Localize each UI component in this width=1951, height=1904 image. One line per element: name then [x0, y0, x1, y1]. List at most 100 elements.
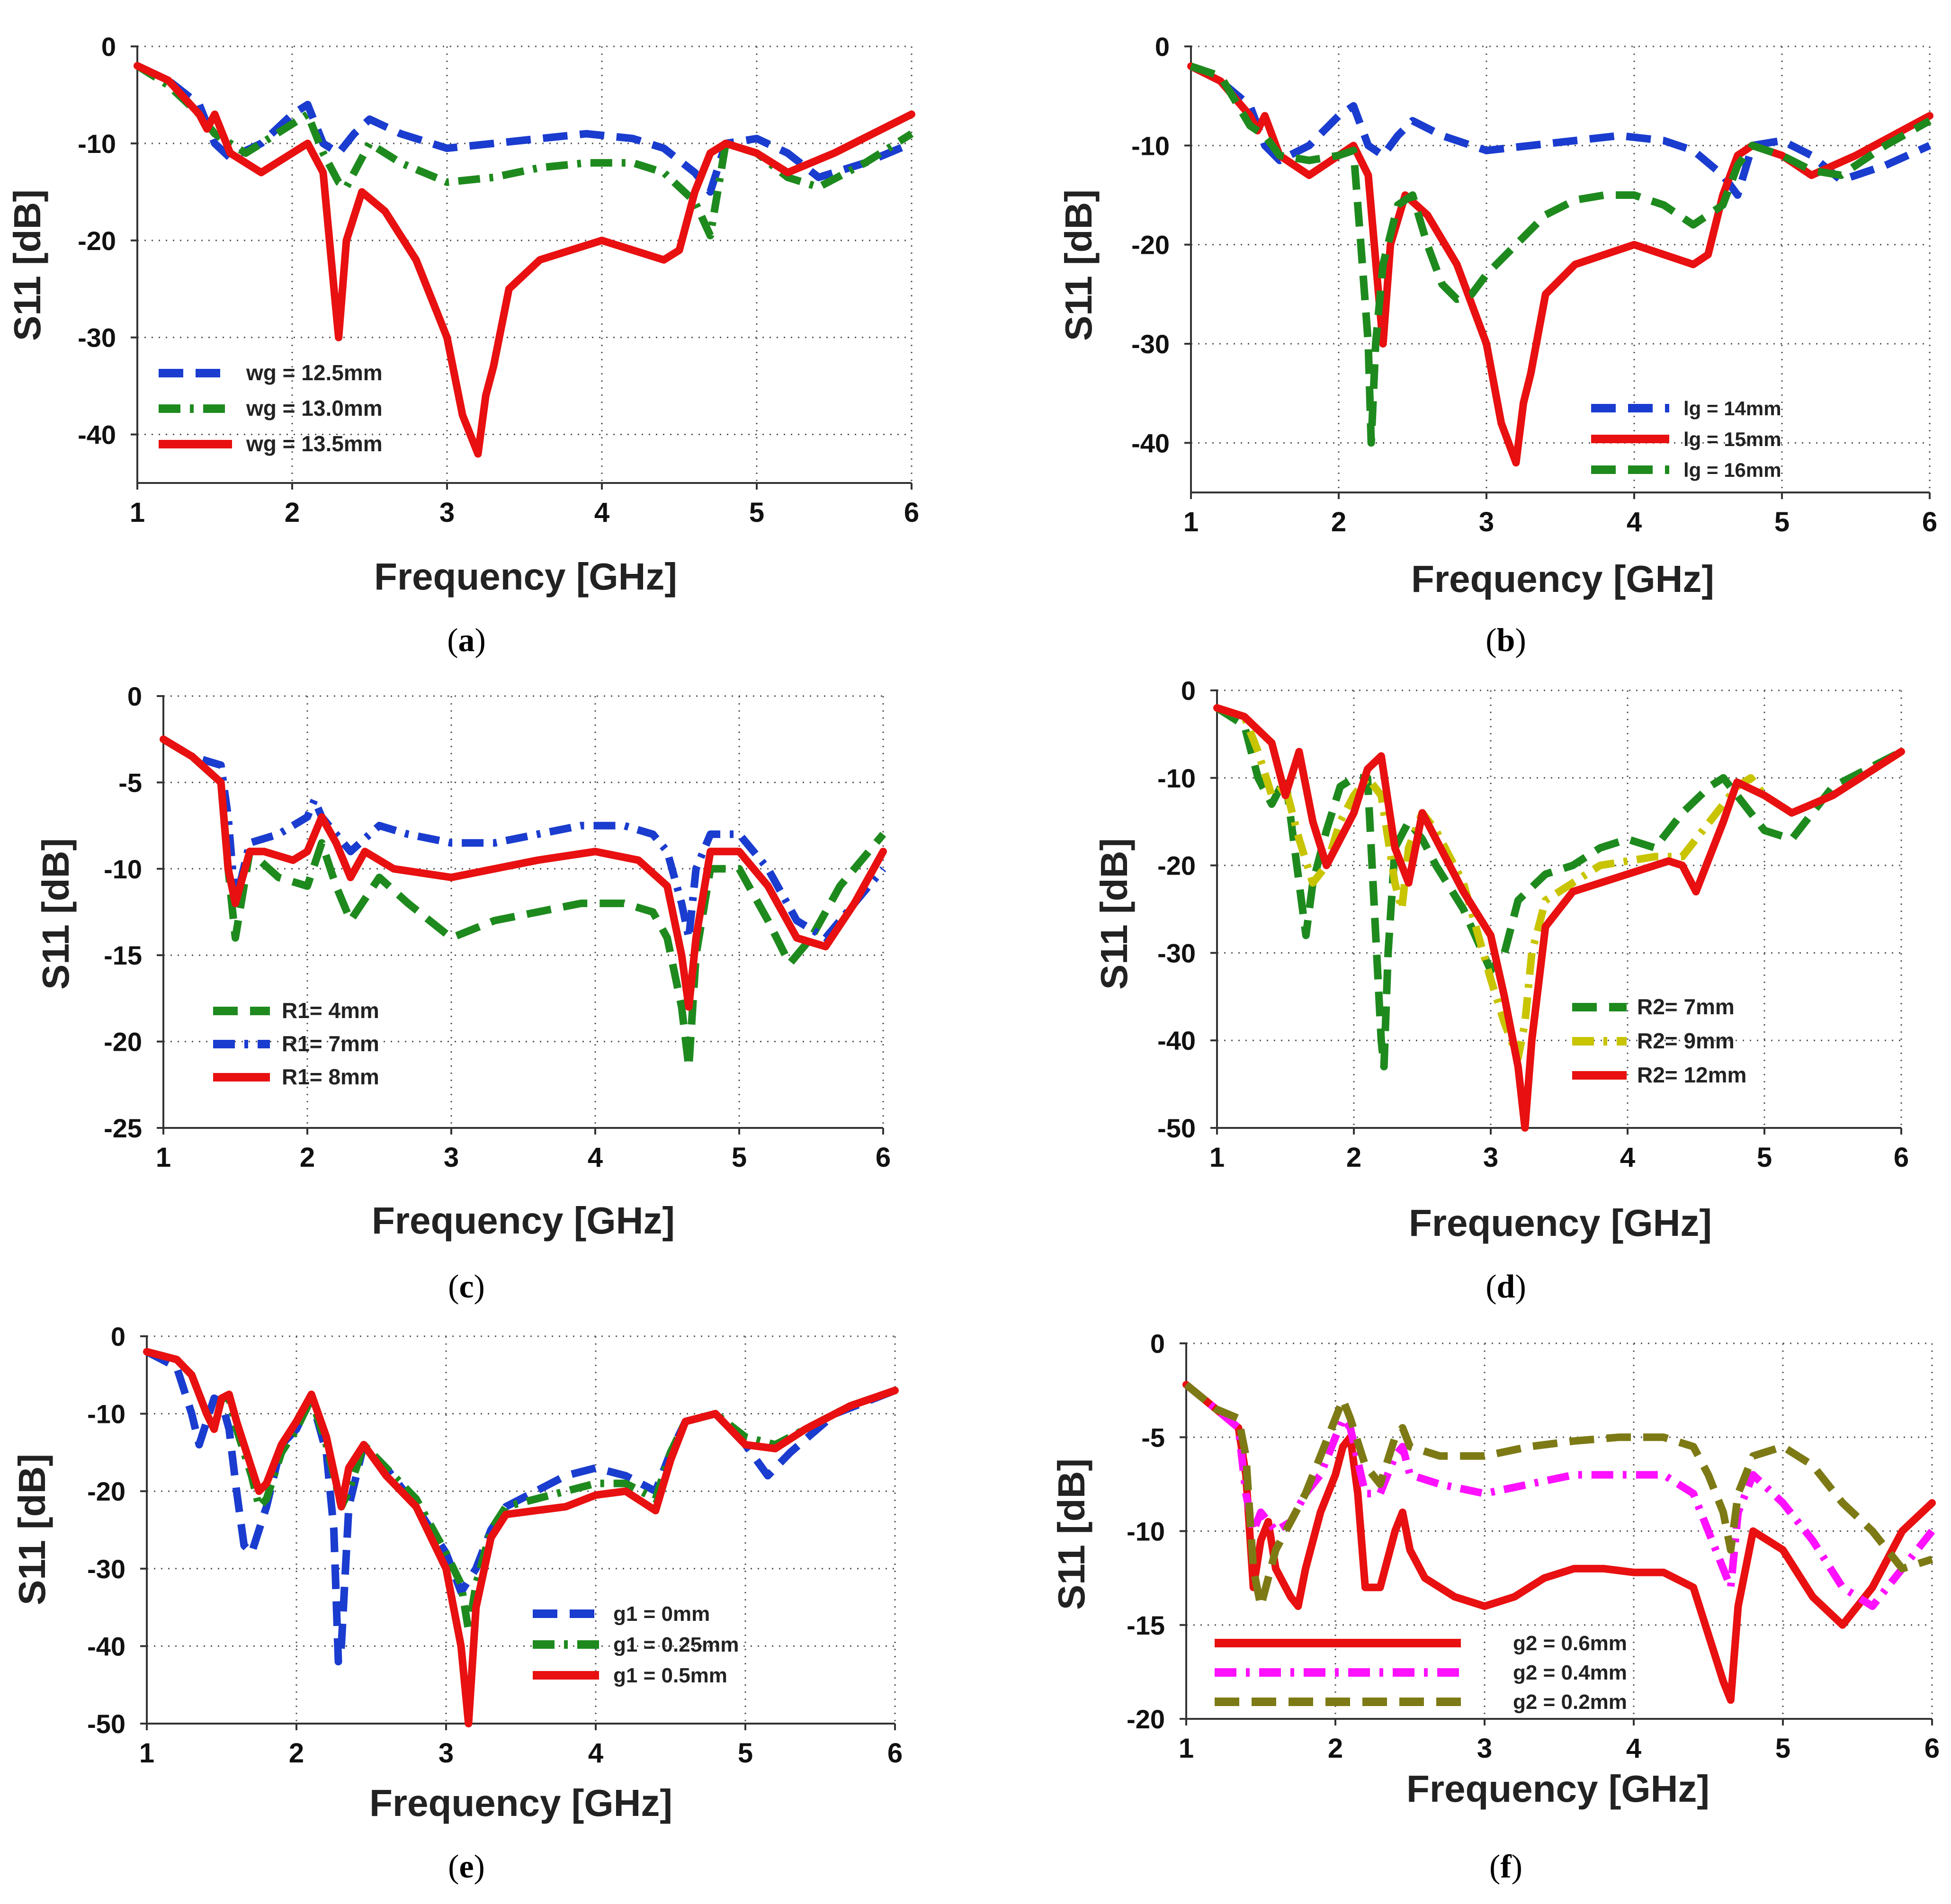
y-tick-label: -40 — [78, 420, 116, 450]
y-tick-label: -5 — [118, 768, 142, 797]
panel-caption: (f) — [1489, 1849, 1522, 1885]
x-tick-label: 1 — [1183, 507, 1199, 537]
series-line-1 — [1215, 705, 1903, 1071]
y-axis-title: S11 [dB] — [1057, 189, 1100, 341]
y-tick-label: -15 — [104, 940, 142, 970]
legend-label: g2 = 0.6mm — [1513, 1632, 1627, 1655]
y-tick-label: -40 — [1157, 1026, 1196, 1055]
x-axis-title: Frequency [GHz] — [372, 1199, 675, 1242]
y-axis-title: S11 [dB] — [6, 189, 48, 341]
x-tick-label: 3 — [439, 497, 455, 528]
x-tick-label: 3 — [1479, 507, 1494, 537]
chart-panel-b: 1 2 3 4 5 6 0 -10 -20 -30 -40 Frequency [GHz] S11 [d… — [1057, 32, 1937, 659]
legend-label: R1= 8mm — [282, 1064, 379, 1089]
x-tick-label: 2 — [289, 1738, 304, 1769]
x-tick-label: 3 — [439, 1738, 454, 1769]
x-tick-label: 5 — [732, 1142, 747, 1173]
panel-caption: (c) — [448, 1269, 485, 1305]
x-tick-label: 4 — [1627, 507, 1642, 537]
x-tick-label: 6 — [887, 1738, 903, 1769]
x-tick-label: 3 — [1483, 1142, 1498, 1173]
y-tick-label: -10 — [78, 129, 116, 159]
y-tick-label: 0 — [1181, 676, 1196, 706]
y-tick-label: 0 — [127, 681, 142, 711]
series-line-2 — [161, 736, 886, 942]
y-tick-label: -20 — [1127, 1704, 1165, 1734]
x-axis-title: Frequency [GHz] — [1409, 1202, 1712, 1244]
series-line-2 — [1216, 704, 1904, 1062]
y-axis-title: S11 [dB] — [35, 838, 77, 990]
x-axis-title: Frequency [GHz] — [374, 555, 677, 598]
legend-label: wg = 13.5mm — [246, 431, 383, 456]
series-line-2 — [145, 1348, 896, 1635]
x-tick-label: 2 — [1346, 1142, 1361, 1173]
y-tick-label: -5 — [1141, 1422, 1165, 1452]
series-line-1 — [1189, 63, 1932, 199]
y-tick-label: -40 — [87, 1631, 125, 1661]
y-tick-label: -50 — [87, 1709, 125, 1739]
chart-panel-a: 1 2 3 4 5 6 0 -10 -20 -30 -40 Frequency [GHz] S11 [d… — [6, 32, 919, 659]
series-line-3 — [134, 62, 915, 458]
x-tick-label: 6 — [1894, 1142, 1909, 1173]
x-tick-label: 4 — [1620, 1142, 1635, 1173]
y-tick-label: -20 — [1157, 851, 1196, 881]
y-tick-label: -30 — [1157, 938, 1196, 968]
legend: wg = 12.5mm wg = 13.0mm wg = 13.5mm — [159, 360, 383, 456]
legend: R2= 7mm R2= 9mm R2= 12mm — [1572, 994, 1746, 1087]
y-tick-label: -40 — [1131, 428, 1170, 458]
legend-label: R1= 7mm — [282, 1031, 379, 1056]
legend-label: R2= 7mm — [1637, 994, 1735, 1019]
y-tick-label: -10 — [104, 854, 142, 884]
legend-label: g1 = 0.25mm — [613, 1633, 739, 1656]
y-axis-title: S11 [dB] — [1093, 838, 1135, 990]
x-tick-label: 6 — [876, 1142, 891, 1173]
y-tick-label: -10 — [1127, 1517, 1165, 1546]
panel-caption: (a) — [447, 622, 486, 659]
legend-label: lg = 15mm — [1683, 428, 1781, 450]
x-tick-label: 4 — [588, 1738, 603, 1769]
legend-label: g1 = 0mm — [613, 1602, 710, 1626]
x-tick-label: 2 — [285, 497, 300, 528]
y-tick-label: -20 — [104, 1027, 142, 1057]
x-tick-label: 5 — [1757, 1142, 1772, 1173]
x-tick-label: 6 — [904, 497, 919, 528]
legend-label: R1= 4mm — [282, 998, 379, 1023]
legend: g1 = 0mm g1 = 0.25mm g1 = 0.5mm — [533, 1602, 739, 1687]
y-tick-label: 0 — [111, 1322, 125, 1351]
x-tick-label: 4 — [1626, 1733, 1641, 1764]
y-axis-title: S11 [dB] — [1050, 1458, 1092, 1610]
x-tick-label: 2 — [300, 1142, 315, 1173]
y-tick-label: -10 — [1131, 131, 1170, 161]
legend: lg = 14mm lg = 15mm lg = 16mm — [1591, 397, 1781, 481]
legend: R1= 4mm R1= 7mm R1= 8mm — [213, 998, 379, 1089]
y-axis-title: S11 [dB] — [11, 1454, 53, 1605]
series-line-3 — [1213, 704, 1905, 1132]
y-tick-label: -20 — [78, 226, 116, 256]
y-tick-label: 0 — [101, 32, 116, 62]
panel-caption: (e) — [448, 1849, 485, 1885]
series-line-3 — [160, 735, 887, 1011]
x-tick-label: 2 — [1328, 1733, 1343, 1764]
legend-label: lg = 14mm — [1683, 397, 1781, 420]
x-axis-title: Frequency [GHz] — [1406, 1768, 1709, 1810]
legend-label: g2 = 0.4mm — [1513, 1661, 1627, 1684]
chart-panel-c: 1 2 3 4 5 6 0 -5 -10 -15 -20 -25 Frequency [GHz] S11 … — [35, 681, 891, 1305]
x-tick-label: 4 — [594, 497, 609, 528]
x-tick-label: 6 — [1922, 507, 1937, 537]
y-tick-label: -30 — [78, 323, 116, 353]
x-tick-label: 5 — [1774, 507, 1790, 537]
series-line-1 — [145, 1348, 896, 1666]
legend-label: wg = 13.0mm — [246, 396, 383, 420]
x-tick-label: 2 — [1331, 507, 1346, 537]
series-line-2 — [1187, 62, 1933, 467]
y-tick-label: -10 — [87, 1399, 125, 1429]
y-tick-label: -30 — [87, 1554, 125, 1584]
series-line-3 — [1190, 63, 1932, 447]
y-tick-label: -20 — [87, 1476, 125, 1506]
x-tick-label: 3 — [444, 1142, 459, 1173]
legend-label: g1 = 0.5mm — [613, 1664, 727, 1687]
x-tick-label: 1 — [1179, 1733, 1194, 1764]
x-tick-label: 5 — [749, 497, 764, 528]
x-tick-label: 1 — [139, 1738, 154, 1769]
